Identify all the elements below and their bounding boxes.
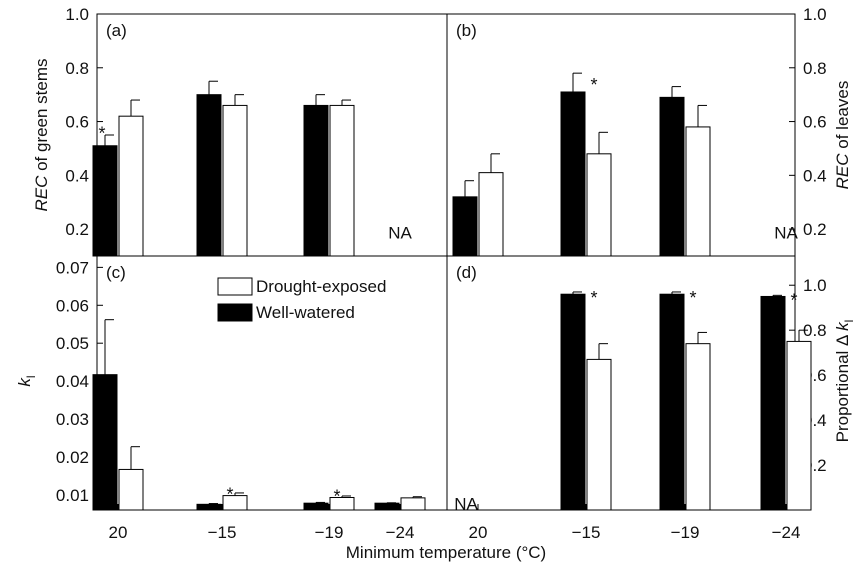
bar-well-watered	[452, 196, 478, 257]
bar-drought-exposed	[118, 115, 144, 257]
legend-label-well-watered: Well-watered	[256, 303, 355, 322]
y-tick-label: 0.06	[56, 296, 89, 315]
na-annotation: NA	[388, 223, 412, 242]
na-annotation: NA	[454, 495, 478, 514]
legend: Drought-exposed Well-watered	[217, 277, 386, 322]
panel-label: (a)	[106, 21, 127, 40]
bar-drought-exposed	[685, 126, 711, 257]
significance-asterisk: *	[590, 288, 597, 308]
bar-well-watered	[560, 91, 586, 257]
bar-drought-exposed	[478, 172, 504, 257]
bar-well-watered	[374, 502, 400, 511]
y-axis-label-italic: k	[15, 377, 34, 387]
bar-drought-exposed	[118, 468, 144, 511]
bar-drought-exposed	[786, 340, 812, 511]
bar-drought-exposed	[586, 358, 612, 511]
y-tick-label: 0.02	[56, 448, 89, 467]
y-axis-label-subscript: l	[842, 320, 856, 323]
x-tick-label: −24	[386, 523, 415, 542]
x-axis-label: Minimum temperature (°C)	[346, 543, 546, 562]
y-tick-label: 0.4	[803, 166, 827, 185]
y-tick-label: 0.8	[803, 321, 827, 340]
y-tick-label: 0.8	[803, 59, 827, 78]
x-tick-label: −15	[572, 523, 601, 542]
bar-well-watered	[659, 293, 685, 511]
legend-label-drought-exposed: Drought-exposed	[256, 277, 386, 296]
bar-well-watered	[560, 293, 586, 511]
y-tick-label: 1.0	[803, 276, 827, 295]
y-axis-label-italic: REC	[833, 153, 852, 190]
y-axis-label-rest: of green stems	[32, 58, 51, 175]
legend-swatch-well-watered	[217, 303, 253, 322]
y-tick-label: 0.03	[56, 410, 89, 429]
bar-well-watered	[92, 145, 118, 257]
x-tick-label: 20	[109, 523, 128, 542]
significance-asterisk: *	[590, 75, 597, 95]
significance-asterisk: *	[333, 487, 340, 507]
na-annotation: NA	[774, 223, 798, 242]
bar-drought-exposed	[329, 104, 355, 257]
bar-drought-exposed	[685, 343, 711, 511]
y-tick-label: 0.4	[65, 166, 89, 185]
x-tick-label: 20	[469, 523, 488, 542]
x-tick-label: −15	[208, 523, 237, 542]
bar-well-watered	[92, 374, 118, 511]
y-axis-label-subscript: l	[24, 375, 38, 378]
bar-well-watered	[760, 295, 786, 511]
y-axis-label: REC of leaves	[833, 81, 852, 190]
bar-well-watered	[196, 503, 222, 511]
y-tick-label: 0.04	[56, 372, 89, 391]
panel-a: (a) 0.2 0.4 0.6 0.8 1.0 REC of green stems * NA	[32, 5, 448, 257]
y-tick-label: 0.2	[65, 220, 89, 239]
significance-asterisk: *	[98, 124, 105, 144]
y-tick-label: 1.0	[65, 5, 89, 24]
bar-drought-exposed	[222, 104, 248, 257]
panel-label: (b)	[456, 21, 477, 40]
x-tick-label: −24	[772, 523, 801, 542]
y-axis-label-rest: of leaves	[833, 81, 852, 154]
panel-label: (c)	[106, 263, 126, 282]
y-axis-label-text: Proportional Δ	[833, 331, 852, 443]
panel-frame	[446, 255, 796, 511]
significance-asterisk: *	[790, 290, 797, 310]
y-axis-label: kl	[15, 375, 38, 386]
y-tick-label: 0.07	[56, 258, 89, 277]
y-axis-label-italic: REC	[32, 175, 51, 212]
bar-drought-exposed	[400, 497, 426, 511]
bar-well-watered	[303, 104, 329, 257]
bar-well-watered	[303, 502, 329, 511]
y-tick-label: 1.0	[803, 5, 827, 24]
y-axis-label-italic: k	[833, 321, 852, 331]
panel-b: (b) 0.2 0.4 0.6 0.8 1.0 REC of leaves * NA	[446, 5, 852, 257]
y-tick-label: 0.2	[803, 220, 827, 239]
y-axis-label: Proportional Δ kl	[833, 320, 856, 443]
bar-well-watered	[196, 94, 222, 257]
panel-frame	[96, 13, 448, 257]
legend-swatch-drought-exposed	[217, 277, 253, 296]
y-tick-label: 0.6	[65, 113, 89, 132]
y-axis-label: REC of green stems	[32, 58, 51, 211]
panel-label: (d)	[456, 263, 477, 282]
x-tick-label: −19	[315, 523, 344, 542]
x-tick-label: −19	[671, 523, 700, 542]
bar-drought-exposed	[586, 153, 612, 257]
bar-well-watered	[659, 96, 685, 257]
y-tick-label: 0.05	[56, 334, 89, 353]
significance-asterisk: *	[689, 288, 696, 308]
panel-c: (c) 0.01 0.02 0.03 0.04 0.05 0.06 0.07 kl 20 −15 −1…	[15, 255, 448, 542]
significance-asterisk: *	[226, 484, 233, 504]
y-tick-label: 0.6	[803, 113, 827, 132]
y-tick-label: 0.8	[65, 59, 89, 78]
y-tick-label: 0.01	[56, 486, 89, 505]
